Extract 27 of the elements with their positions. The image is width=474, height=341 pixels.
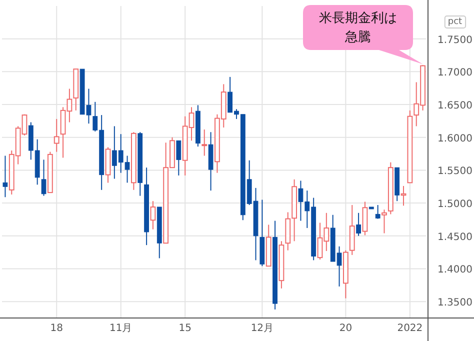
y-tick-label: 1.4000 <box>438 264 472 276</box>
y-tick-label: 1.5500 <box>438 166 472 178</box>
candlestick <box>150 200 156 230</box>
annotation: 米長期金利は急騰 <box>318 10 398 47</box>
y-tick-label: 1.6000 <box>438 133 472 144</box>
y-tick-label: 1.5000 <box>438 199 472 210</box>
x-tick-label: 20 <box>339 323 352 334</box>
x-tick-label: 11月 <box>109 323 132 334</box>
y-tick-label: 1.7000 <box>438 68 472 79</box>
candlestick <box>382 209 387 234</box>
x-tick-label: 12月 <box>250 323 274 334</box>
y-tick-label: 1.4500 <box>438 232 472 243</box>
candlestick <box>356 212 361 236</box>
candlestick <box>41 159 46 196</box>
candlestick <box>375 204 380 220</box>
candlestick <box>176 140 182 176</box>
y-axis-title: pct <box>448 17 463 27</box>
x-tick-label: 2022 <box>397 323 423 334</box>
candlestick <box>202 128 208 156</box>
y-tick-label: 1.6500 <box>438 100 472 112</box>
candlestick <box>2 155 8 198</box>
candlestick <box>54 118 60 152</box>
y-tick-label: 1.7500 <box>438 34 472 46</box>
y-tick-label: 1.3500 <box>438 298 472 309</box>
x-tick-label: 18 <box>50 323 63 334</box>
x-tick-label: 15 <box>178 323 192 334</box>
candlestick <box>362 201 368 236</box>
